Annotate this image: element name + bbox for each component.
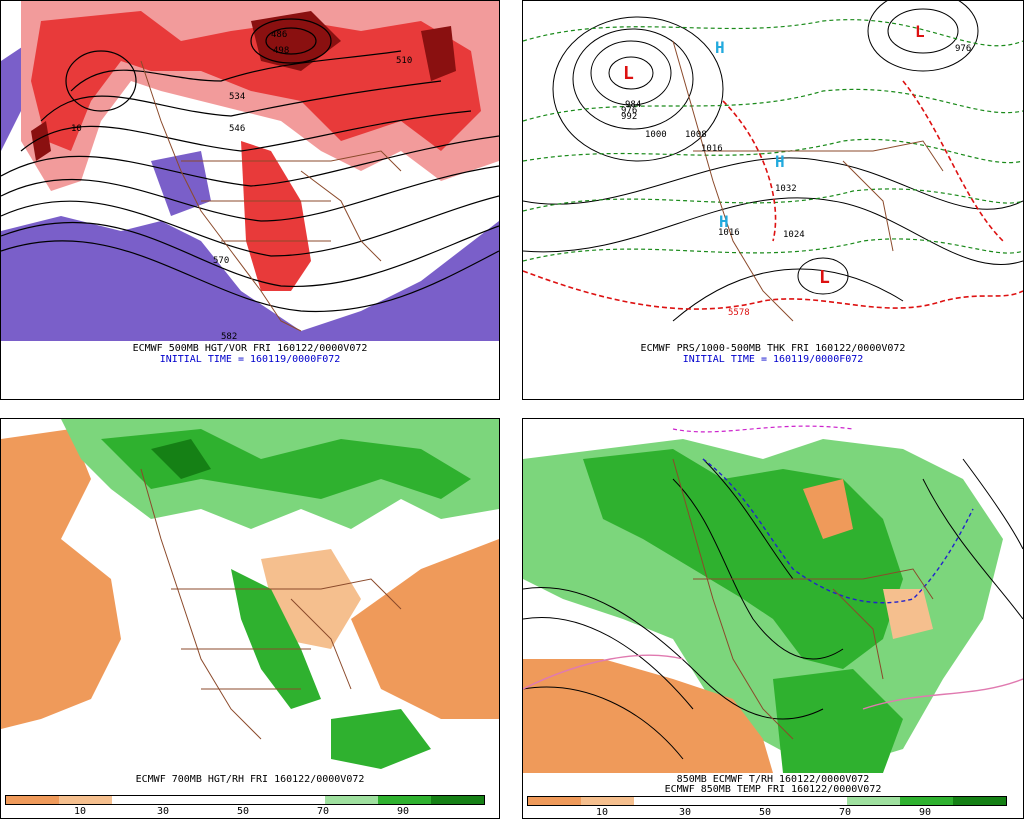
colorbar-segment: [952, 797, 1006, 805]
cold-contour-dashed: [672, 425, 854, 433]
colorbar-tick: 70: [316, 806, 330, 817]
political-borders: [140, 60, 402, 332]
temperature-contours: [523, 458, 1023, 760]
pressure-label-1024: 1024: [783, 230, 805, 240]
colorbar-segment: [846, 797, 900, 805]
map-500mb-vorticity: 486 498 510 534 546 570 582 10: [1, 1, 499, 341]
pressure-label-1016: 1016: [701, 144, 723, 154]
rh-moist-region-band: [231, 569, 321, 709]
map-850mb-t-rh: [523, 419, 1023, 773]
colorbar-segment: [687, 797, 741, 805]
isobars: [523, 1, 1023, 322]
vorticity-negative-region-mid: [151, 151, 211, 216]
caption-700mb-title: ECMWF 700MB HGT/RH FRI 160122/0000V072: [135, 774, 365, 785]
colorbar-tick: 70: [838, 807, 852, 818]
contour-label-546: 546: [229, 124, 245, 134]
colorbar-segment: [165, 796, 219, 804]
colorbar-segment: [899, 797, 953, 805]
colorbar-segment: [528, 797, 582, 805]
rh-dry-region-northeast: [803, 479, 853, 539]
colorbar-segment: [377, 796, 431, 804]
map-700mb-rh: [1, 419, 499, 773]
caption-prs-title: ECMWF PRS/1000-500MB THK FRI 160122/0000…: [640, 343, 906, 354]
map-pressure-thickness: L L L H H H 976 984 992 1000 1008 1016 1…: [523, 1, 1023, 341]
low-symbol-north: L: [915, 22, 925, 41]
colorbar-tick: 50: [236, 806, 250, 817]
rh-dry-region-east: [351, 539, 499, 719]
rh-moist-region-south: [773, 669, 903, 773]
contour-label-570: 570: [213, 256, 229, 266]
colorbar-tick: 90: [396, 806, 410, 817]
pressure-label-1000: 1000: [645, 130, 667, 140]
thickness-green-lines: [523, 19, 1023, 262]
caption-prs-initial-time: INITIAL TIME = 160119/0000F072: [682, 354, 864, 365]
colorbar-segment: [430, 796, 484, 804]
contour-label-534: 534: [229, 92, 245, 102]
height-contours: [1, 18, 499, 313]
high-symbol-west: H: [719, 212, 729, 231]
vorticity-negative-region: [1, 216, 499, 341]
low-symbol-east: L: [819, 267, 830, 288]
low-symbol-pacific: L: [623, 63, 634, 84]
panel-850mb-t-rh: 850MB ECMWF T/RH 160122/0000V072 ECMWF 8…: [522, 418, 1024, 819]
colorbar-segment: [634, 797, 688, 805]
caption-850mb-temp: ECMWF 850MB TEMP FRI 160122/0000V072: [664, 784, 882, 795]
rh-colorbar-850mb: [527, 796, 1007, 806]
rh-max-region: [151, 439, 211, 479]
pressure-label-976: 976: [621, 106, 637, 116]
colorbar-segment: [112, 796, 166, 804]
high-symbol-central: H: [775, 152, 785, 171]
political-borders: [140, 468, 402, 740]
colorbar-segment: [6, 796, 60, 804]
colorbar-segment: [218, 796, 272, 804]
pressure-label-984: 984: [625, 100, 641, 110]
contour-label-510: 510: [396, 56, 412, 66]
contour-label-486: 486: [271, 30, 287, 40]
colorbar-segment: [324, 796, 378, 804]
rh-dry-region-southwest: [523, 659, 773, 773]
colorbar-segment: [581, 797, 635, 805]
warm-contour-pink: [523, 654, 1023, 710]
panel-prs-thk: L L L H H H 976 984 992 1000 1008 1016 1…: [522, 0, 1024, 400]
colorbar-tick: 10: [595, 807, 609, 818]
pressure-label-1016-b: 1016: [718, 228, 740, 238]
colorbar-tick: 90: [918, 807, 932, 818]
colorbar-segment: [59, 796, 113, 804]
freezing-line-dashed: [702, 458, 974, 604]
colorbar-ticks-700mb: 10 30 50 70 90: [5, 806, 485, 817]
political-borders: [672, 458, 934, 740]
caption-500mb-initial-time: INITIAL TIME = 160119/0000F072: [159, 354, 341, 365]
political-borders: [672, 40, 944, 322]
colorbar-segment: [271, 796, 325, 804]
pressure-label-1032: 1032: [775, 184, 797, 194]
colorbar-segment: [740, 797, 794, 805]
caption-500mb-title: ECMWF 500MB HGT/VOR FRI 160122/0000V072: [132, 343, 368, 354]
rh-dry-region-west: [1, 429, 121, 729]
rh-moist-region-south: [331, 709, 431, 769]
pressure-label-976-east: 976: [955, 44, 971, 54]
thickness-red-lines: [523, 80, 1023, 310]
contour-label-582: 582: [221, 332, 237, 341]
thickness-label-5578: 5578: [728, 308, 750, 318]
pressure-label-992: 992: [621, 112, 637, 122]
vorticity-max-core: [251, 11, 341, 71]
colorbar-tick: 30: [678, 807, 692, 818]
contour-label-498: 498: [273, 46, 289, 56]
panel-700mb-hgt-rh: ECMWF 700MB HGT/RH FRI 160122/0000V072 1…: [0, 418, 500, 819]
panel-500mb-hgt-vor: 486 498 510 534 546 570 582 10 ECMWF 500…: [0, 0, 500, 400]
caption-850mb-title: 850MB ECMWF T/RH 160122/0000V072: [676, 774, 870, 785]
vorticity-max-core-east: [421, 26, 456, 81]
colorbar-tick: 30: [156, 806, 170, 817]
vorticity-label-10: 10: [71, 124, 82, 134]
colorbar-tick: 10: [73, 806, 87, 817]
colorbar-tick: 50: [758, 807, 772, 818]
vorticity-positive-region-core: [31, 11, 481, 151]
vorticity-max-core-west: [31, 121, 51, 161]
pressure-label-1008: 1008: [685, 130, 707, 140]
high-symbol-canada: H: [715, 38, 725, 57]
rh-colorbar-700mb: [5, 795, 485, 805]
colorbar-segment: [793, 797, 847, 805]
colorbar-ticks-850mb: 10 30 50 70 90: [527, 807, 1007, 818]
